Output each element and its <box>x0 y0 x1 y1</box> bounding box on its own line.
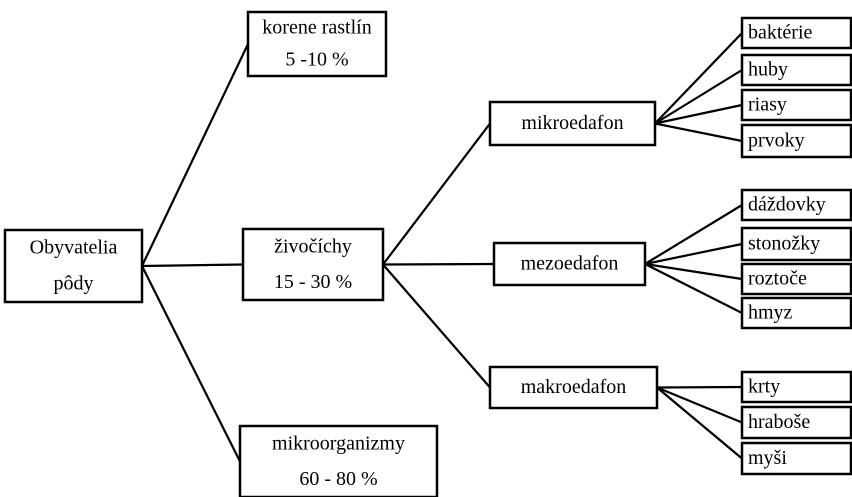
node-label: 5 -10 % <box>285 49 348 71</box>
node-box <box>492 241 647 287</box>
connector <box>654 122 743 143</box>
node-label: krty <box>748 376 780 398</box>
node-label: živočíchy <box>274 235 352 257</box>
node-label: prvoky <box>748 130 805 152</box>
node: korene rastlín 5 -10 % <box>246 10 388 78</box>
connector <box>656 386 743 424</box>
node-label: stonožky <box>748 233 820 255</box>
connector <box>644 242 743 266</box>
connector <box>382 122 491 266</box>
node: Obyvatelia pôdy <box>3 228 144 304</box>
node-label: mezoedafon <box>521 253 619 275</box>
node-box <box>3 228 144 304</box>
node-box <box>740 123 852 159</box>
connector <box>644 262 743 281</box>
connector <box>382 263 491 389</box>
node: hmyz <box>740 296 852 330</box>
node-label: huby <box>748 59 788 81</box>
node: myši <box>740 441 852 476</box>
node-box <box>740 262 852 296</box>
node: stonožky <box>740 226 852 262</box>
node: prvoky <box>740 123 852 159</box>
node-box <box>488 100 657 147</box>
connector <box>654 103 743 125</box>
connector <box>654 32 743 125</box>
node-box <box>241 227 385 302</box>
node-box <box>740 188 852 222</box>
node: riasy <box>740 88 852 122</box>
node: baktérie <box>740 16 852 50</box>
node-label: 60 - 80 % <box>299 468 377 490</box>
node: makroedafon <box>488 365 659 410</box>
node-label: mikroorganizmy <box>272 432 405 454</box>
node-label: roztoče <box>748 268 807 290</box>
node: huby <box>740 53 852 87</box>
connector <box>382 262 495 266</box>
node-label: Obyvatelia <box>30 237 118 259</box>
node-box <box>740 16 852 50</box>
connector <box>141 263 244 268</box>
node: hraboše <box>740 405 852 440</box>
node-label: hraboše <box>748 411 810 433</box>
connector <box>644 204 743 265</box>
node-label: dáždovky <box>748 194 826 216</box>
node-box <box>740 370 852 404</box>
node-label: 15 - 30 % <box>274 271 352 293</box>
connector <box>644 263 743 314</box>
connector <box>141 43 249 267</box>
node-label: myši <box>748 447 787 469</box>
connector <box>656 386 743 460</box>
node: živočíchy 15 - 30 % <box>241 227 385 302</box>
node-label: makroedafon <box>521 376 627 398</box>
connector <box>141 265 241 462</box>
node-box <box>246 10 388 78</box>
connector <box>654 69 743 125</box>
node-label: korene rastlín <box>262 17 371 39</box>
node-label: pôdy <box>54 273 94 295</box>
node-box <box>740 226 852 262</box>
node-box <box>740 88 852 122</box>
node-box <box>488 365 659 410</box>
node-label: hmyz <box>748 302 793 324</box>
node-box <box>238 424 439 497</box>
node-box <box>740 296 852 330</box>
node: dáždovky <box>740 188 852 222</box>
node: mezoedafon <box>492 241 647 287</box>
node-box <box>740 53 852 87</box>
node-label: mikroedafon <box>521 112 623 134</box>
node: mikroorganizmy 60 - 80 % <box>238 424 439 497</box>
node: roztoče <box>740 262 852 296</box>
node-label: riasy <box>748 94 787 116</box>
node-box <box>740 441 852 476</box>
node: mikroedafon <box>488 100 657 147</box>
connector <box>656 385 743 389</box>
node: krty <box>740 370 852 404</box>
node-label: baktérie <box>748 22 813 44</box>
node-box <box>740 405 852 440</box>
